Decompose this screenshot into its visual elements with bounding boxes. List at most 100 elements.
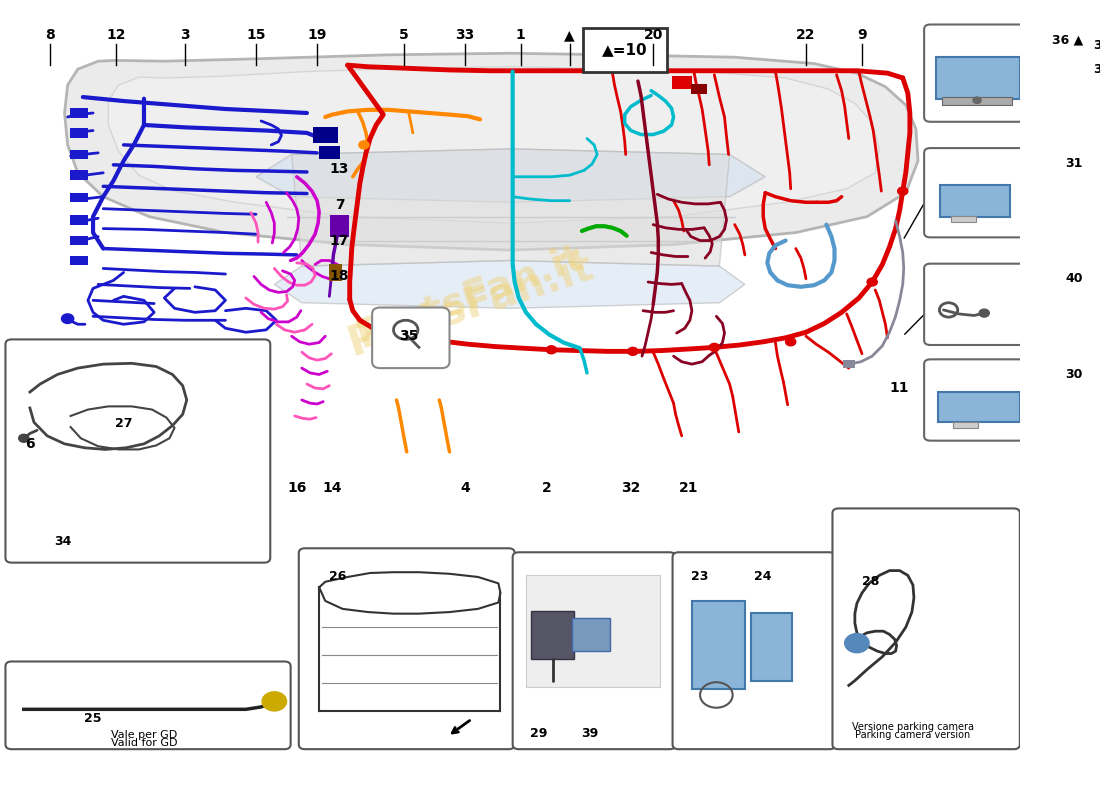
Text: 26: 26 xyxy=(329,570,346,583)
Text: 9: 9 xyxy=(857,28,867,42)
Text: 22: 22 xyxy=(796,28,816,42)
Text: Parking camera version: Parking camera version xyxy=(856,730,970,740)
Bar xyxy=(943,97,1012,105)
Text: 8: 8 xyxy=(45,28,55,42)
Text: 32: 32 xyxy=(621,481,640,494)
Text: 19: 19 xyxy=(307,28,327,42)
FancyBboxPatch shape xyxy=(672,552,836,749)
Text: Vale per GD: Vale per GD xyxy=(111,730,177,740)
Text: 24: 24 xyxy=(755,570,772,583)
Text: Versione parking camera: Versione parking camera xyxy=(851,722,974,732)
Text: Valid for GD: Valid for GD xyxy=(111,738,177,748)
Text: 14: 14 xyxy=(322,481,342,494)
Text: 21: 21 xyxy=(679,481,699,494)
Bar xyxy=(940,185,1010,217)
Circle shape xyxy=(547,346,557,354)
Text: 29: 29 xyxy=(530,726,548,740)
Text: 16: 16 xyxy=(287,481,307,494)
Text: 15: 15 xyxy=(246,28,266,42)
Bar xyxy=(312,127,338,143)
Text: 33: 33 xyxy=(455,28,474,42)
Text: 36 ▲: 36 ▲ xyxy=(1052,34,1084,46)
Polygon shape xyxy=(274,261,745,308)
Text: 23: 23 xyxy=(692,570,708,583)
Polygon shape xyxy=(65,54,918,250)
Text: 20: 20 xyxy=(644,28,663,42)
Text: 27: 27 xyxy=(114,418,132,430)
Bar xyxy=(531,611,574,659)
Bar xyxy=(936,57,1020,98)
Bar xyxy=(330,215,349,238)
Circle shape xyxy=(979,309,989,317)
Circle shape xyxy=(262,692,287,711)
FancyBboxPatch shape xyxy=(924,148,1094,238)
Text: ▲=10: ▲=10 xyxy=(603,42,648,58)
FancyBboxPatch shape xyxy=(924,359,1094,441)
Circle shape xyxy=(785,338,795,346)
Polygon shape xyxy=(108,66,879,223)
Bar xyxy=(572,618,610,651)
Bar xyxy=(950,216,976,222)
Text: 13: 13 xyxy=(330,162,349,176)
FancyBboxPatch shape xyxy=(6,662,290,749)
Bar xyxy=(319,146,340,159)
Text: 31: 31 xyxy=(1066,157,1083,170)
Text: 7: 7 xyxy=(334,198,344,212)
Bar xyxy=(692,84,706,94)
Circle shape xyxy=(867,278,878,286)
Bar xyxy=(938,392,1020,422)
Bar xyxy=(843,360,855,368)
Circle shape xyxy=(974,97,981,103)
Bar xyxy=(526,575,660,687)
FancyBboxPatch shape xyxy=(6,339,271,562)
Text: 11: 11 xyxy=(890,381,910,395)
Text: 37: 37 xyxy=(1093,38,1100,52)
Text: 5: 5 xyxy=(399,28,408,42)
Text: 35: 35 xyxy=(399,330,418,343)
Polygon shape xyxy=(256,149,766,202)
Bar xyxy=(671,76,692,89)
Circle shape xyxy=(898,187,907,195)
Text: PartsFan.it: PartsFan.it xyxy=(351,238,588,355)
Bar xyxy=(751,613,792,681)
Text: 25: 25 xyxy=(85,712,102,726)
Text: 39: 39 xyxy=(582,726,598,740)
Bar xyxy=(69,128,88,138)
FancyBboxPatch shape xyxy=(583,28,668,72)
Text: 30: 30 xyxy=(1066,368,1083,381)
Text: 38: 38 xyxy=(1093,62,1100,76)
Bar xyxy=(69,170,88,180)
Text: 2: 2 xyxy=(541,481,551,494)
FancyBboxPatch shape xyxy=(924,264,1094,345)
Text: 3: 3 xyxy=(180,28,189,42)
Bar xyxy=(69,236,88,246)
FancyBboxPatch shape xyxy=(833,509,1020,749)
Text: 12: 12 xyxy=(107,28,126,42)
Text: 17: 17 xyxy=(330,234,349,247)
Bar xyxy=(69,215,88,225)
Text: 28: 28 xyxy=(862,575,879,588)
Circle shape xyxy=(62,314,74,323)
Text: 1: 1 xyxy=(516,28,526,42)
Text: 34: 34 xyxy=(54,535,72,549)
FancyBboxPatch shape xyxy=(372,307,450,368)
Text: 18: 18 xyxy=(330,270,350,283)
FancyBboxPatch shape xyxy=(924,25,1094,122)
Circle shape xyxy=(710,343,719,351)
Circle shape xyxy=(845,634,869,653)
Text: ▲: ▲ xyxy=(564,28,575,42)
Text: PartsFan.it: PartsFan.it xyxy=(341,245,598,364)
Bar xyxy=(69,256,88,266)
Polygon shape xyxy=(292,149,729,266)
Bar xyxy=(69,193,88,202)
Circle shape xyxy=(19,434,29,442)
Text: 6: 6 xyxy=(25,437,35,451)
Bar xyxy=(692,601,745,689)
Bar xyxy=(953,422,978,428)
Bar xyxy=(69,108,88,118)
Circle shape xyxy=(359,141,370,149)
Text: 4: 4 xyxy=(460,481,470,494)
Bar xyxy=(69,150,88,159)
Circle shape xyxy=(628,347,638,355)
Bar xyxy=(329,264,342,282)
